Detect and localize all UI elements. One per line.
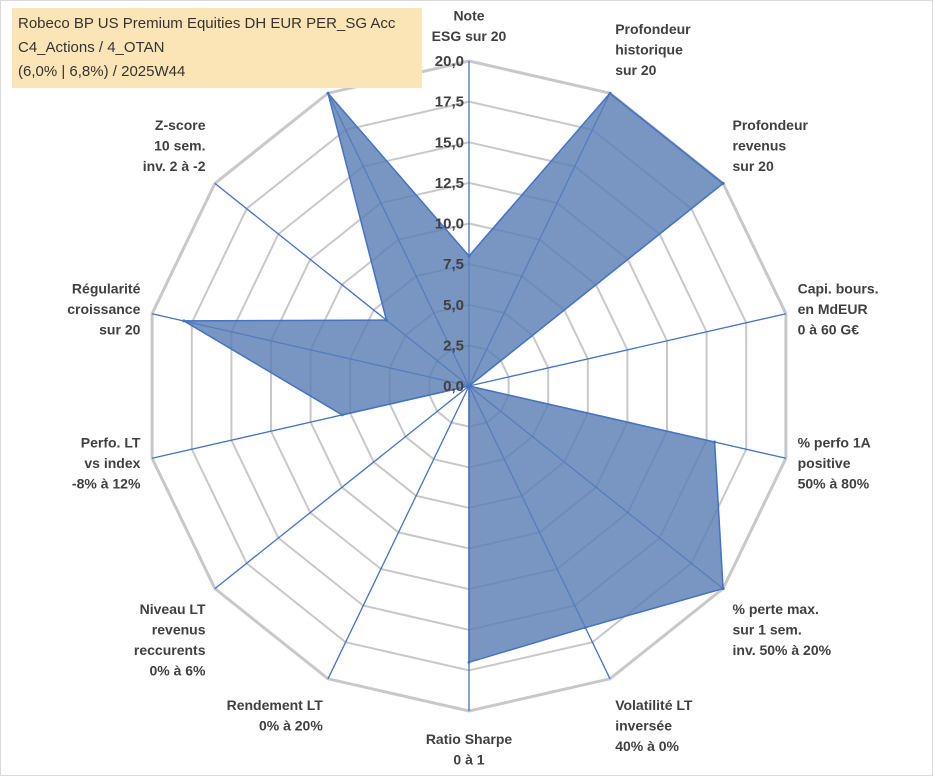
axis-label-8: Rendement LT 0% à 20% (227, 697, 324, 734)
axis-label-4-line-2: 50% à 80% (798, 475, 870, 491)
axis-label-1-line-0: Profondeur (615, 21, 691, 37)
data-point-6 (583, 626, 587, 630)
axis-label-4: % perfo 1A positive 50% à 80% (798, 434, 871, 491)
axis-label-10-line-1: vs index (84, 455, 140, 471)
axis-label-3-line-0: Capi. bours. (798, 281, 879, 297)
axis-label-11-line-2: sur 20 (99, 322, 140, 338)
axis-label-11: Régularité croissance sur 20 (67, 281, 140, 338)
axis-label-4-line-0: % perfo 1A (798, 434, 871, 450)
data-point-11 (182, 319, 186, 323)
axis-label-5-line-2: inv. 50% à 20% (733, 642, 832, 658)
tick-label-3: 7,5 (443, 256, 464, 273)
axis-label-0-line-0: Note (453, 8, 484, 24)
chart-title-line-1: Robeco BP US Premium Equities DH EUR PER… (18, 15, 396, 32)
data-point-9 (467, 384, 471, 388)
axis-label-7-line-1: 0 à 1 (453, 752, 484, 768)
data-point-7 (467, 660, 471, 664)
tick-label-5: 12,5 (435, 175, 464, 192)
axis-label-0-line-1: ESG sur 20 (432, 28, 507, 44)
data-point-0 (467, 254, 471, 258)
axis-label-3-line-2: 0 à 60 G€ (798, 322, 860, 338)
chart-title-line-2: C4_Actions / 4_OTAN (18, 39, 165, 56)
axis-label-1-line-1: historique (615, 42, 683, 58)
axis-label-6-line-0: Volatilité LT (615, 697, 693, 713)
radar-tick-labels: 0,0 2,5 5,0 7,5 10,0 12,5 15,0 17,5 20,0 (435, 53, 464, 395)
data-point-4 (713, 440, 717, 444)
tick-label-8: 20,0 (435, 53, 464, 70)
axis-label-3-line-1: en MdEUR (798, 301, 868, 317)
chart-title-box: Robeco BP US Premium Equities DH EUR PER… (12, 8, 422, 88)
axis-label-5: % perte max. sur 1 sem. inv. 50% à 20% (733, 601, 832, 658)
data-point-5 (721, 587, 725, 591)
axis-label-6-line-2: 40% à 0% (615, 738, 679, 754)
data-point-10 (340, 413, 344, 417)
tick-label-0: 0,0 (443, 378, 464, 395)
radar-series (181, 91, 725, 664)
axis-label-9-line-2: reccurents (134, 642, 206, 658)
axis-label-6-line-1: inversée (615, 717, 672, 733)
data-point-13 (326, 91, 330, 95)
tick-label-4: 10,0 (435, 216, 464, 233)
tick-label-7: 17,5 (435, 94, 464, 111)
axis-label-2: Profondeur revenus sur 20 (733, 117, 809, 174)
axis-label-7-line-0: Ratio Sharpe (426, 731, 513, 747)
axis-label-1-line-2: sur 20 (615, 62, 656, 78)
data-point-1 (608, 91, 612, 95)
axis-label-2-line-2: sur 20 (733, 158, 774, 174)
axis-spoke-8 (327, 385, 470, 680)
axis-label-12-line-0: Z-score (155, 117, 206, 133)
axis-label-2-line-1: revenus (733, 137, 787, 153)
axis-label-7: Ratio Sharpe 0 à 1 (426, 731, 513, 768)
axis-label-11-line-1: croissance (67, 301, 140, 317)
axis-label-5-line-0: % perte max. (733, 601, 819, 617)
axis-label-9-line-0: Niveau LT (140, 601, 206, 617)
axis-label-10: Perfo. LT vs index -8% à 12% (72, 434, 141, 491)
axis-label-3: Capi. bours. en MdEUR 0 à 60 G€ (798, 281, 879, 338)
data-point-2 (721, 181, 725, 185)
axis-spoke-3 (468, 313, 787, 387)
axis-label-2-line-0: Profondeur (733, 117, 809, 133)
axis-label-12-line-2: inv. 2 à -2 (143, 158, 206, 174)
axis-label-9-line-1: revenus (152, 622, 206, 638)
chart-title-line-3: (6,0% | 6,8%) / 2025W44 (18, 63, 186, 80)
axis-label-12: Z-score 10 sem. inv. 2 à -2 (143, 117, 206, 174)
axis-label-5-line-1: sur 1 sem. (733, 622, 802, 638)
axis-spoke-9 (214, 385, 470, 590)
tick-label-2: 5,0 (443, 297, 464, 314)
axis-label-0: Note ESG sur 20 (432, 8, 507, 45)
axis-label-8-line-0: Rendement LT (227, 697, 324, 713)
axis-label-9: Niveau LT revenus reccurents 0% à 6% (134, 601, 206, 679)
axis-label-8-line-1: 0% à 20% (259, 717, 323, 733)
data-point-12 (384, 318, 388, 322)
axis-label-10-line-0: Perfo. LT (81, 434, 141, 450)
axis-label-4-line-1: positive (798, 455, 851, 471)
axis-label-10-line-2: -8% à 12% (72, 475, 141, 491)
tick-label-6: 15,0 (435, 134, 464, 151)
series-area (181, 92, 725, 664)
tick-label-1: 2,5 (443, 337, 464, 354)
axis-label-9-line-3: 0% à 6% (149, 663, 206, 679)
axis-label-6: Volatilité LT inversée 40% à 0% (615, 697, 693, 754)
axis-label-11-line-0: Régularité (72, 281, 141, 297)
axis-label-1: Profondeur historique sur 20 (615, 21, 691, 78)
axis-label-12-line-1: 10 sem. (154, 137, 205, 153)
